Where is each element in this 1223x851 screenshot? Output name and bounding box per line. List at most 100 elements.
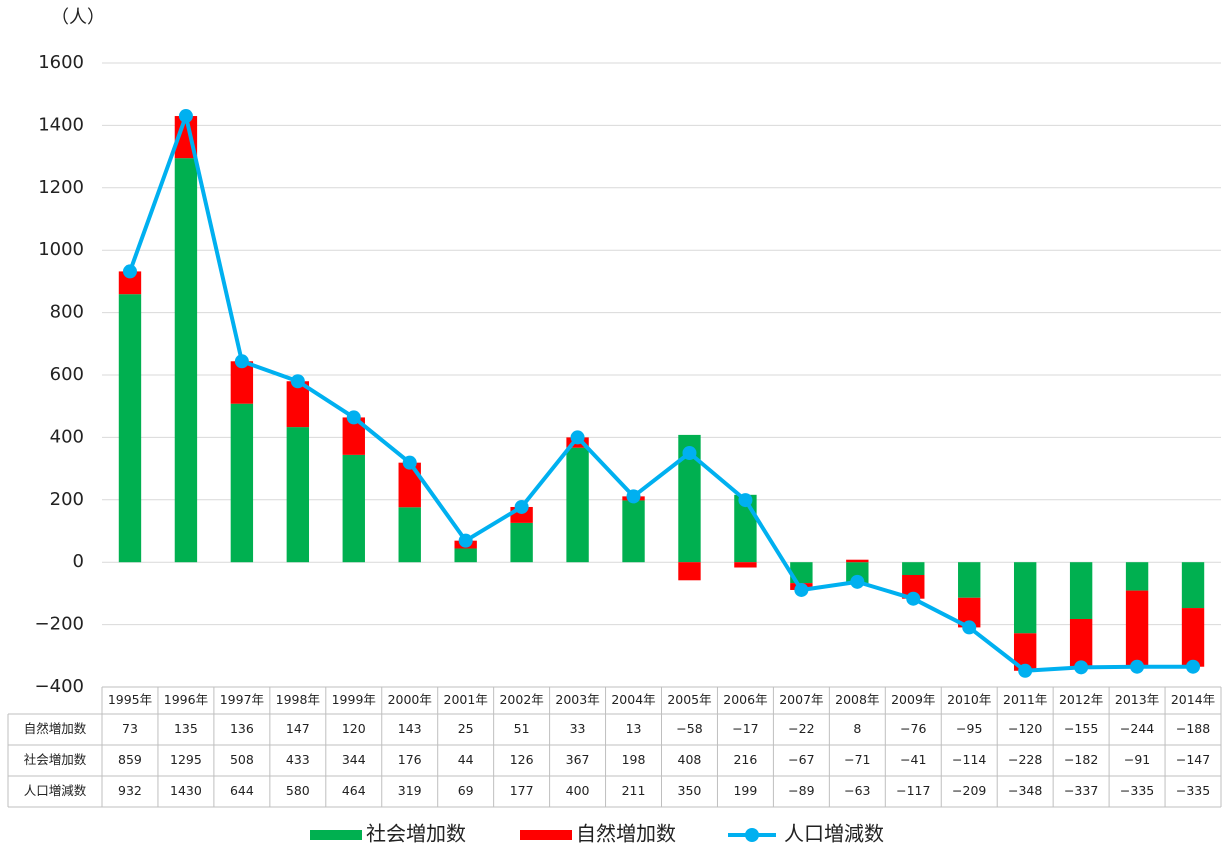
x-tick-label: 2005年 bbox=[667, 692, 711, 707]
x-tick-label: 1998年 bbox=[276, 692, 320, 707]
table-cell: −114 bbox=[952, 752, 986, 767]
table-cell: 143 bbox=[398, 721, 422, 736]
table-cell: −17 bbox=[732, 721, 758, 736]
table-cell: −41 bbox=[900, 752, 926, 767]
bar bbox=[958, 562, 981, 598]
x-tick-label: 2009年 bbox=[891, 692, 935, 707]
table-cell: −228 bbox=[1008, 752, 1042, 767]
bar bbox=[1125, 590, 1149, 667]
table-cell: 147 bbox=[286, 721, 310, 736]
x-tick-label: 2008年 bbox=[835, 692, 879, 707]
line-marker bbox=[234, 354, 249, 369]
table-cell: 73 bbox=[122, 721, 138, 736]
y-tick-label: 400 bbox=[50, 426, 84, 447]
table-cell: 135 bbox=[174, 721, 198, 736]
x-tick-label: 2010年 bbox=[947, 692, 991, 707]
bar bbox=[1181, 608, 1205, 667]
table-cell: −335 bbox=[1176, 783, 1210, 798]
table-cell: 177 bbox=[510, 783, 534, 798]
table-cell: 859 bbox=[118, 752, 142, 767]
table-cell: 51 bbox=[514, 721, 530, 736]
line-marker bbox=[402, 455, 417, 470]
x-tick-label: 2002年 bbox=[499, 692, 543, 707]
table-cell: 464 bbox=[342, 783, 366, 798]
table-cell: 1295 bbox=[170, 752, 202, 767]
table-cell: 344 bbox=[342, 752, 366, 767]
bar bbox=[230, 403, 254, 563]
bar bbox=[286, 427, 310, 563]
table-cell: −58 bbox=[676, 721, 702, 736]
x-tick-label: 1995年 bbox=[108, 692, 152, 707]
y-tick-label: −400 bbox=[35, 676, 84, 697]
y-tick-label: 600 bbox=[50, 364, 84, 385]
y-tick-label: −200 bbox=[35, 614, 84, 635]
table-cell: −117 bbox=[896, 783, 930, 798]
bar bbox=[902, 562, 925, 575]
x-tick-label: 2007年 bbox=[779, 692, 823, 707]
y-tick-label: 0 bbox=[73, 551, 84, 572]
table-cell: 13 bbox=[626, 721, 642, 736]
x-tick-label: 2003年 bbox=[555, 692, 599, 707]
y-tick-label: 800 bbox=[50, 302, 84, 323]
line bbox=[128, 114, 1194, 673]
table-cell: −335 bbox=[1120, 783, 1154, 798]
bar bbox=[510, 522, 533, 563]
table-cell: 199 bbox=[733, 783, 757, 798]
y-tick-label: 1600 bbox=[38, 52, 84, 73]
table-row-label: 自然増加数 bbox=[24, 721, 87, 736]
line-marker bbox=[850, 574, 865, 589]
x-tick-label: 1996年 bbox=[164, 692, 208, 707]
line-marker bbox=[682, 446, 697, 460]
x-tick-label: 2004年 bbox=[611, 692, 655, 707]
table-cell: 580 bbox=[286, 783, 310, 798]
y-axis-label: （人） bbox=[51, 7, 105, 28]
bar bbox=[1069, 562, 1093, 619]
line-marker bbox=[626, 489, 641, 504]
bar bbox=[118, 294, 142, 563]
table-cell: 433 bbox=[286, 752, 310, 767]
bar bbox=[566, 447, 589, 563]
legend-swatch bbox=[310, 830, 362, 840]
bar bbox=[846, 559, 869, 563]
line-marker bbox=[906, 591, 921, 606]
x-tick-label: 1999年 bbox=[332, 692, 376, 707]
table-cell: −348 bbox=[1008, 783, 1042, 798]
line-marker bbox=[514, 499, 529, 514]
table-cell: −91 bbox=[1124, 752, 1150, 767]
x-tick-label: 2006年 bbox=[723, 692, 767, 707]
line-marker bbox=[458, 533, 473, 548]
bar bbox=[1181, 562, 1205, 609]
table-cell: 1430 bbox=[170, 783, 202, 798]
table-cell: 69 bbox=[458, 783, 474, 798]
table-cell: 120 bbox=[342, 721, 366, 736]
legend-swatch bbox=[520, 830, 572, 840]
bar bbox=[734, 562, 757, 568]
table-cell: −155 bbox=[1064, 721, 1098, 736]
table-row-label: 社会増加数 bbox=[24, 752, 87, 767]
table-cell: 211 bbox=[622, 783, 646, 798]
bar bbox=[1013, 633, 1037, 671]
x-tick-label: 2012年 bbox=[1059, 692, 1103, 707]
x-tick-label: 2014年 bbox=[1171, 692, 1215, 707]
table-cell: −182 bbox=[1064, 752, 1098, 767]
line-marker bbox=[794, 582, 809, 597]
line-marker bbox=[178, 109, 193, 124]
legend-label: 人口増減数 bbox=[784, 822, 884, 846]
line-marker bbox=[122, 264, 137, 279]
table-cell: 508 bbox=[230, 752, 254, 767]
bar bbox=[230, 361, 254, 404]
table-cell: −244 bbox=[1120, 721, 1154, 736]
line-marker bbox=[570, 430, 585, 445]
table-cell: 126 bbox=[510, 752, 534, 767]
bar bbox=[678, 562, 701, 581]
x-tick-label: 1997年 bbox=[220, 692, 264, 707]
line-marker bbox=[962, 620, 977, 635]
table-cell: 33 bbox=[570, 721, 586, 736]
bar bbox=[342, 454, 365, 563]
x-tick-label: 2000年 bbox=[388, 692, 432, 707]
y-tick-label: 1000 bbox=[38, 239, 84, 260]
table-cell: 367 bbox=[566, 752, 590, 767]
table-cell: 44 bbox=[458, 752, 474, 767]
table-row-label: 人口増減数 bbox=[24, 783, 87, 798]
